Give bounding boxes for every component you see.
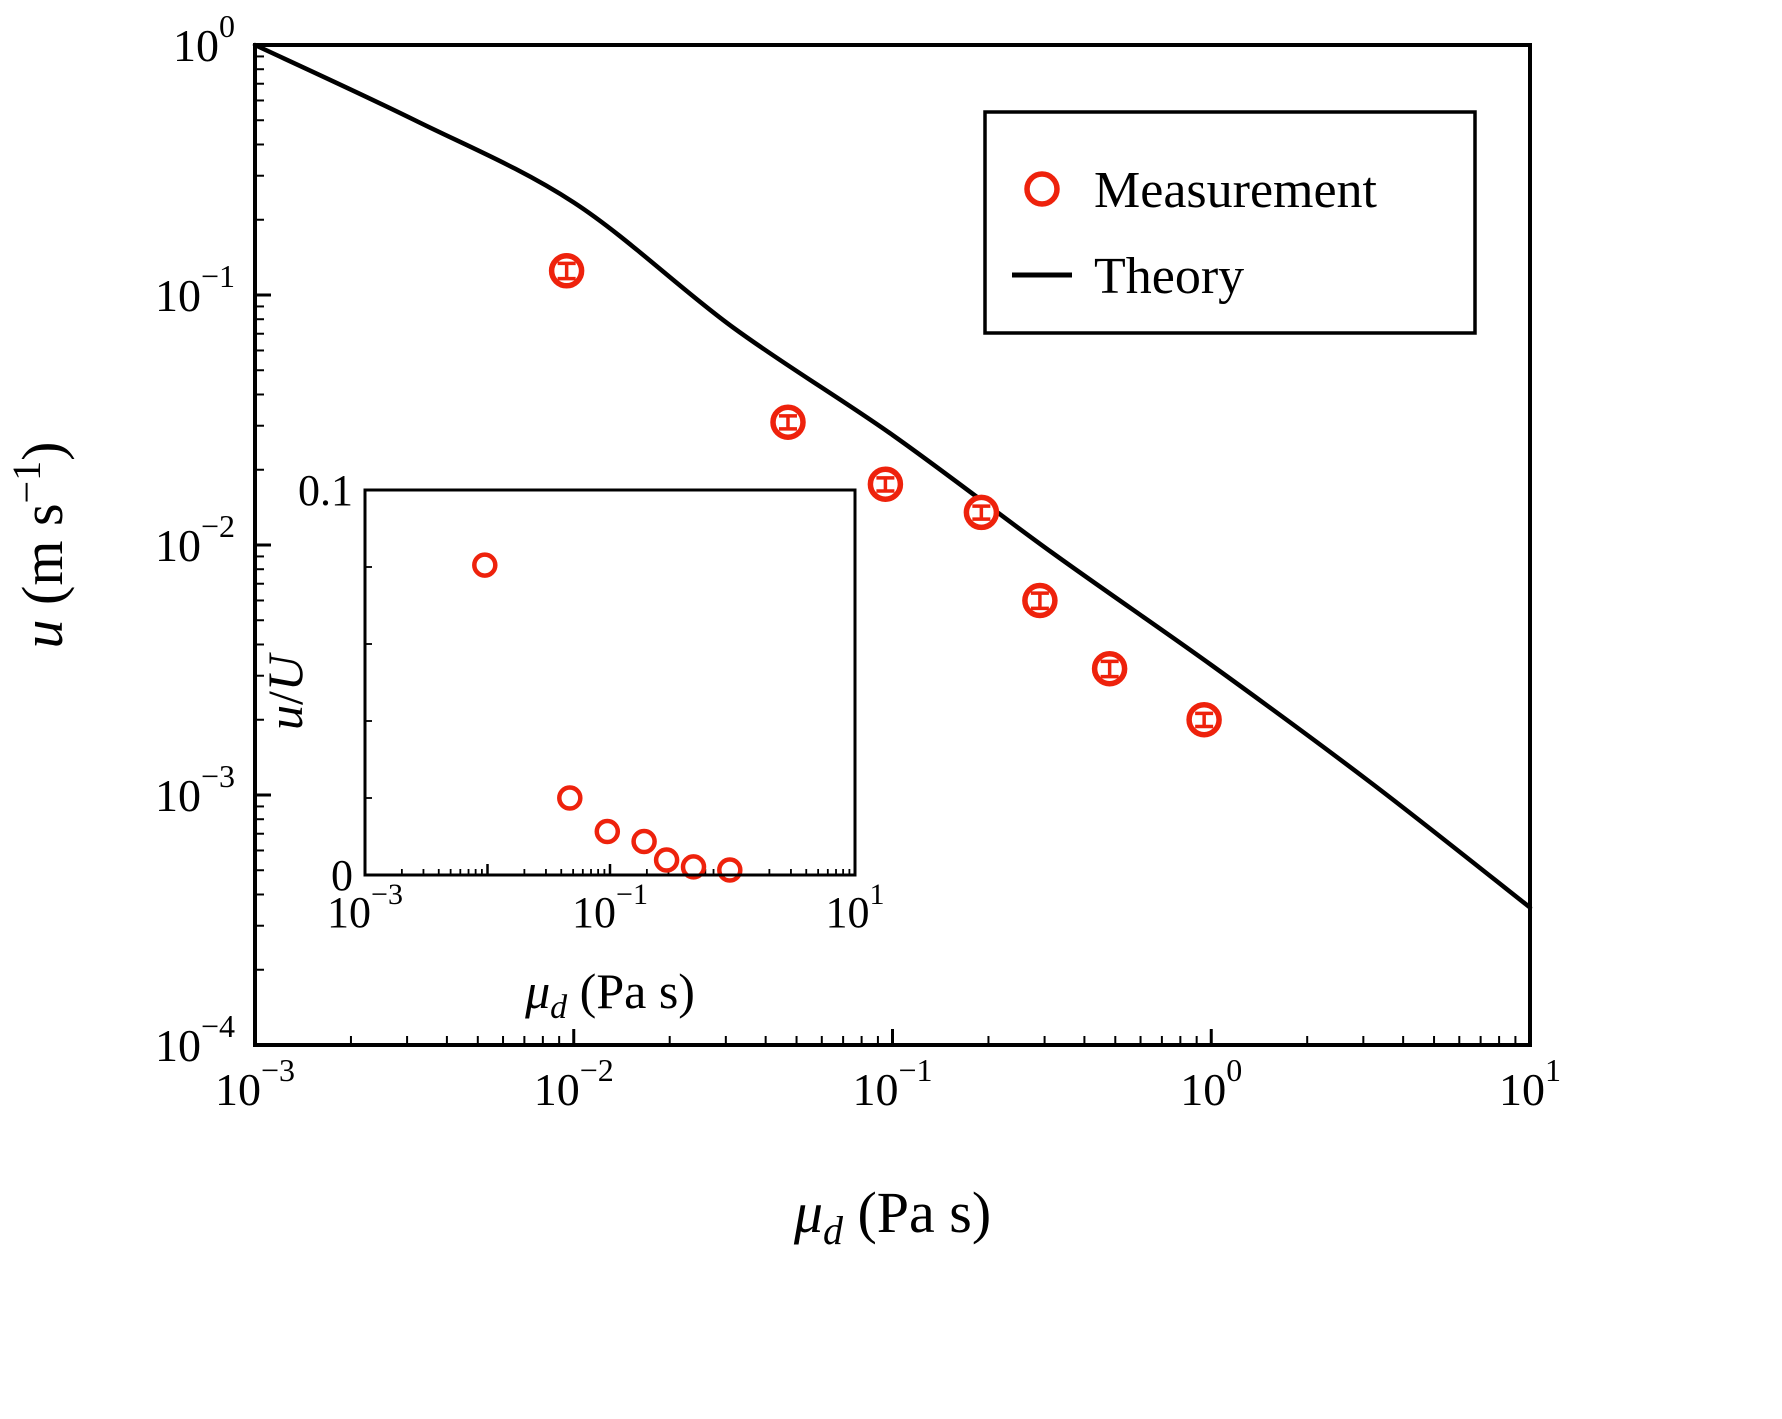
inset-y-tick-label: 0.1	[298, 466, 353, 515]
inset-x-label: μd (Pa s)	[524, 963, 695, 1026]
legend-marker-measurement	[1024, 171, 1060, 207]
inset-background	[365, 490, 855, 875]
x-tick-label: 10−3	[215, 1052, 295, 1115]
inset-measurement-marker	[680, 854, 707, 880]
inset-x-tick-label: 101	[826, 878, 885, 937]
inset-measurement-marker	[631, 828, 657, 855]
y-tick-label: 10−1	[155, 258, 235, 321]
y-tick-label: 10−2	[155, 508, 235, 571]
legend-label-theory: Theory	[1094, 248, 1244, 305]
x-tick-labels: 10−3 10−2 10−1 100 101	[215, 1052, 1561, 1115]
y-tick-labels: 100 10−1 10−2 10−3 10−4	[155, 8, 235, 1071]
x-tick-label: 10−1	[852, 1052, 932, 1115]
measurement-point	[867, 466, 904, 502]
measurement-point	[1022, 582, 1058, 619]
inset-y-label: u/U	[257, 652, 313, 730]
inset-frame	[363, 488, 857, 877]
measurement-points	[548, 253, 1222, 738]
theory-curve	[252, 42, 1533, 910]
x-tick-label: 101	[1499, 1052, 1561, 1115]
measurement-point	[548, 253, 585, 289]
measurement-point	[1091, 650, 1128, 687]
measurement-point	[770, 404, 806, 440]
legend-label-measurement: Measurement	[1094, 162, 1378, 219]
x-axis-label: μd (Pa s)	[793, 1180, 991, 1253]
main-plot: 10−3 10−2 10−1 100 10110010−110−210−310−4μd …	[4, 8, 1561, 1253]
inset-measurement-marker	[717, 857, 743, 883]
legend-box	[983, 110, 1477, 335]
x-tick-label: 100	[1180, 1052, 1242, 1115]
y-tick-label: 10−4	[155, 1008, 235, 1071]
measurement-point	[963, 494, 1000, 531]
inset-measurement-marker	[653, 847, 680, 873]
inset-measurement-marker	[557, 785, 583, 811]
inset-measurement-marker	[594, 818, 621, 845]
inset-x-tick-label: 10−3	[327, 878, 403, 937]
y-tick-label: 100	[173, 8, 235, 71]
main-axes-frame	[253, 43, 1532, 1047]
inset-x-tick-label: 10−1	[572, 878, 648, 937]
y-tick-label: 10−3	[155, 758, 235, 821]
inset-measurement-marker	[472, 552, 498, 578]
inset-points	[472, 552, 743, 883]
measurement-point	[1186, 701, 1222, 738]
x-tick-label: 10−2	[534, 1052, 614, 1115]
inset-plot: 10−3 10−1 101 0.1 0 μd (Pa s) u/U	[257, 466, 885, 1026]
legend: Measurement Theory	[983, 110, 1477, 335]
inset-y-tick-label: 0	[331, 851, 353, 900]
y-axis-label: u (m s−1)	[4, 442, 75, 649]
